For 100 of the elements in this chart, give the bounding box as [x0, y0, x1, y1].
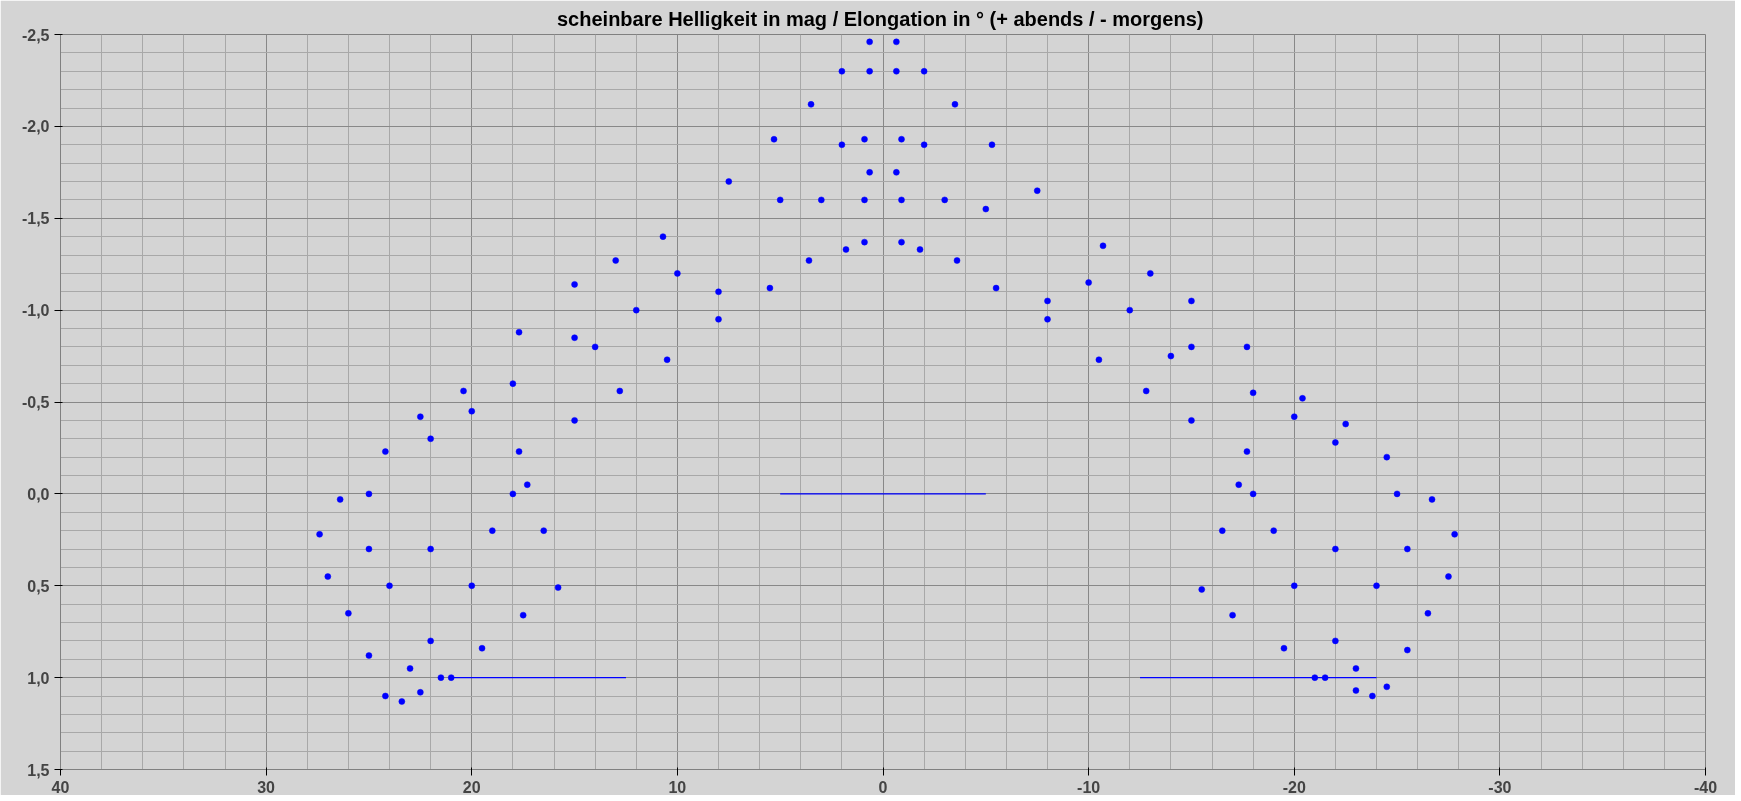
point	[1451, 531, 1458, 538]
point	[805, 257, 813, 264]
chart-title: scheinbare Helligkeit in mag / Elongation in ° (+ abends / - morgens)	[557, 7, 1204, 30]
point	[591, 343, 599, 351]
point	[1291, 413, 1298, 420]
point	[1369, 692, 1376, 700]
point	[1424, 610, 1432, 617]
point	[992, 284, 1000, 292]
point	[1445, 573, 1452, 580]
point	[571, 281, 578, 288]
point	[1404, 646, 1411, 654]
point	[324, 573, 332, 580]
point	[861, 196, 868, 204]
point	[866, 38, 873, 46]
point	[951, 101, 959, 108]
y-tick-label: -2,5	[21, 26, 50, 44]
point	[382, 448, 389, 455]
point	[898, 238, 905, 246]
point	[1044, 316, 1051, 323]
point	[365, 490, 373, 498]
point	[982, 205, 990, 213]
point	[861, 238, 868, 246]
point	[1352, 687, 1360, 694]
point	[941, 196, 948, 204]
point	[571, 417, 578, 424]
point	[1270, 527, 1277, 534]
point	[519, 611, 527, 619]
point	[1095, 356, 1103, 363]
y-tick-label: 0,5	[27, 577, 50, 595]
point	[1332, 439, 1339, 446]
point	[382, 692, 389, 700]
point	[1342, 420, 1349, 428]
x-tick-label: -30	[1488, 778, 1512, 796]
point	[515, 328, 523, 336]
point	[398, 698, 406, 705]
point	[1373, 582, 1380, 589]
point	[447, 674, 455, 681]
point	[838, 68, 846, 75]
point	[345, 610, 352, 617]
point	[316, 531, 323, 538]
point	[437, 674, 445, 681]
point	[427, 435, 434, 442]
point	[770, 135, 778, 143]
point	[489, 527, 496, 534]
point	[1188, 343, 1195, 351]
point	[674, 270, 681, 277]
point	[1243, 448, 1251, 455]
point	[612, 257, 619, 264]
point	[1219, 527, 1226, 534]
point	[509, 380, 517, 387]
point	[842, 246, 850, 253]
point	[427, 637, 434, 645]
y-tick-label: 1,0	[27, 669, 50, 687]
point	[1044, 297, 1051, 305]
point	[1167, 352, 1175, 360]
point	[1033, 187, 1041, 194]
point	[336, 496, 344, 503]
point	[1188, 417, 1195, 424]
point	[1229, 611, 1236, 619]
point	[818, 196, 825, 204]
point	[1311, 674, 1319, 681]
point	[898, 135, 905, 143]
x-tick-label: 10	[668, 778, 687, 796]
point	[515, 448, 523, 455]
point	[1249, 490, 1257, 498]
point	[866, 68, 873, 75]
point	[1383, 453, 1391, 461]
point	[893, 169, 900, 176]
x-tick-label: 40	[51, 778, 70, 796]
point	[807, 101, 815, 108]
point	[365, 652, 373, 659]
point	[386, 582, 393, 589]
point	[866, 169, 873, 176]
y-tick-label: 0,0	[27, 485, 50, 503]
point	[478, 644, 486, 652]
point	[988, 141, 996, 148]
point	[1383, 683, 1391, 691]
point	[953, 257, 961, 264]
point	[633, 306, 640, 314]
y-tick-label: 1,5	[27, 761, 50, 779]
point	[1352, 665, 1360, 672]
point	[1085, 279, 1092, 286]
point	[571, 334, 578, 341]
y-tick-label: -2,0	[21, 118, 50, 136]
y-tick-label: -1,0	[21, 302, 50, 320]
point	[1147, 270, 1154, 277]
point	[616, 387, 624, 395]
point	[1299, 395, 1306, 402]
x-tick-label: -20	[1282, 778, 1306, 796]
point	[916, 246, 924, 253]
x-tick-label: -10	[1077, 778, 1101, 796]
point	[1099, 242, 1107, 250]
point	[893, 38, 900, 46]
point	[715, 288, 722, 295]
point	[1249, 389, 1257, 397]
point	[1428, 496, 1436, 503]
point	[554, 584, 562, 591]
y-tick-label: -1,5	[21, 210, 50, 228]
point	[1243, 343, 1251, 351]
point	[1198, 586, 1205, 593]
